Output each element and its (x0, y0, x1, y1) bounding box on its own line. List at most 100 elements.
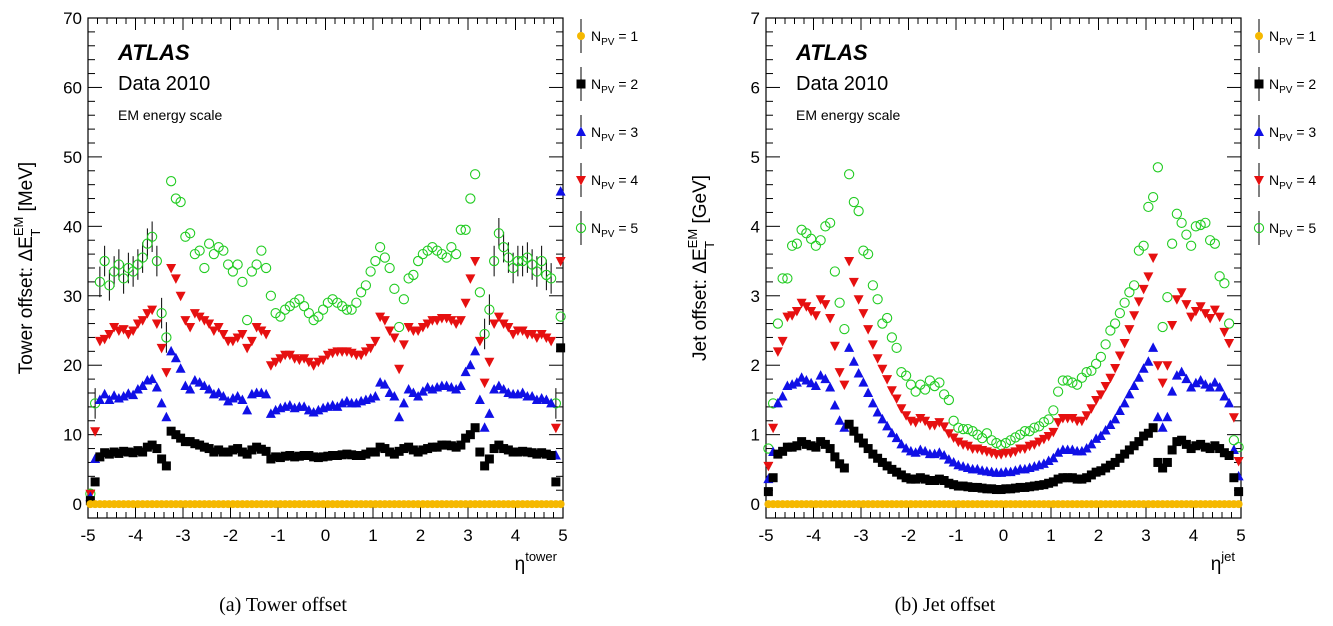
data-point (786, 240, 798, 251)
legend-entry-npv-3: NPV = 3 (1254, 115, 1316, 149)
x-tick-label: -2 (901, 526, 916, 545)
data-point (939, 476, 949, 485)
data-point (147, 373, 158, 384)
data-point (166, 426, 176, 436)
data-point (882, 461, 892, 471)
data-point (844, 342, 855, 352)
data-point (99, 388, 110, 399)
data-point (484, 408, 495, 418)
data-point (919, 384, 931, 395)
data-point (887, 464, 897, 474)
x-tick-label: -3 (175, 526, 190, 545)
y-tick-label: 5 (751, 148, 760, 167)
data-point (1010, 483, 1020, 493)
data-point (474, 394, 485, 404)
data-point (1152, 162, 1164, 173)
data-point (1143, 201, 1154, 213)
data-point (1081, 443, 1092, 453)
data-point (503, 252, 514, 263)
data-point (104, 329, 115, 340)
data-point (853, 368, 864, 378)
y-tick-label: 30 (63, 287, 82, 306)
data-point (768, 423, 779, 434)
data-point (469, 169, 481, 180)
data-point (882, 375, 893, 385)
data-point (848, 277, 859, 288)
data-point (849, 426, 859, 436)
data-point (938, 389, 950, 400)
data-point (417, 386, 428, 396)
data-point (1171, 208, 1183, 219)
data-point (541, 394, 552, 404)
data-point (872, 294, 883, 305)
data-point (398, 397, 409, 408)
data-point (991, 485, 1001, 495)
data-point (270, 357, 281, 368)
data-point (948, 433, 959, 443)
data-point (394, 411, 405, 422)
x-tick-label: -2 (223, 526, 238, 545)
data-point (223, 395, 234, 406)
data-point (494, 440, 504, 450)
data-point (180, 380, 191, 391)
data-point (801, 439, 811, 449)
data-point (853, 205, 864, 217)
data-point (900, 370, 912, 381)
data-point (825, 444, 835, 454)
data-point (1105, 325, 1116, 336)
data-point (170, 274, 181, 284)
data-point (165, 176, 177, 187)
legend-marker (1253, 222, 1265, 234)
data-point (194, 312, 205, 323)
data-point (1124, 445, 1134, 455)
data-point (1091, 395, 1102, 406)
data-point (527, 448, 537, 458)
data-point (1200, 309, 1211, 319)
data-point (251, 323, 262, 333)
data-point (413, 390, 424, 401)
data-point (1228, 435, 1240, 446)
data-point (455, 224, 467, 235)
data-point (1172, 437, 1182, 447)
data-point (1195, 219, 1206, 231)
data-point (834, 297, 845, 308)
legend-entry-npv-2: NPV = 2 (1254, 67, 1316, 101)
data-point (1133, 372, 1144, 382)
data-point (137, 316, 148, 326)
data-point (370, 447, 380, 457)
data-point (877, 413, 888, 424)
data-point (417, 323, 428, 333)
data-point (389, 283, 400, 294)
data-point (199, 380, 210, 391)
data-point (1095, 390, 1106, 400)
data-point (437, 440, 447, 450)
data-point (446, 441, 456, 451)
legend-entry-npv-5: NPV = 5 (1253, 211, 1316, 245)
data-point (104, 280, 115, 291)
legend-label: NPV = 3 (591, 124, 638, 144)
data-point (1100, 425, 1111, 435)
data-point (1148, 423, 1158, 433)
data-point (1200, 217, 1211, 229)
data-point (232, 259, 243, 270)
data-point (1214, 381, 1225, 392)
tower-offset-plot: -5 -4 -3 -2 -1 0 1 2 3 4 5010203040506070ηtowerTow… (11, 9, 638, 575)
data-point (265, 408, 276, 418)
data-point (782, 273, 793, 284)
data-point (389, 449, 399, 459)
data-point (982, 484, 992, 494)
data-point (810, 380, 821, 391)
x-tick-label: 2 (416, 526, 425, 545)
data-point (1167, 445, 1177, 455)
data-point (99, 255, 110, 267)
data-point (465, 274, 476, 284)
data-point (546, 451, 556, 460)
data-point (223, 447, 233, 457)
data-point (323, 451, 333, 461)
data-point (891, 432, 902, 443)
data-point (123, 447, 133, 457)
y-tick-label: 1 (751, 426, 760, 445)
data-point (1124, 388, 1135, 399)
data-point (503, 445, 513, 455)
data-point (222, 259, 234, 270)
